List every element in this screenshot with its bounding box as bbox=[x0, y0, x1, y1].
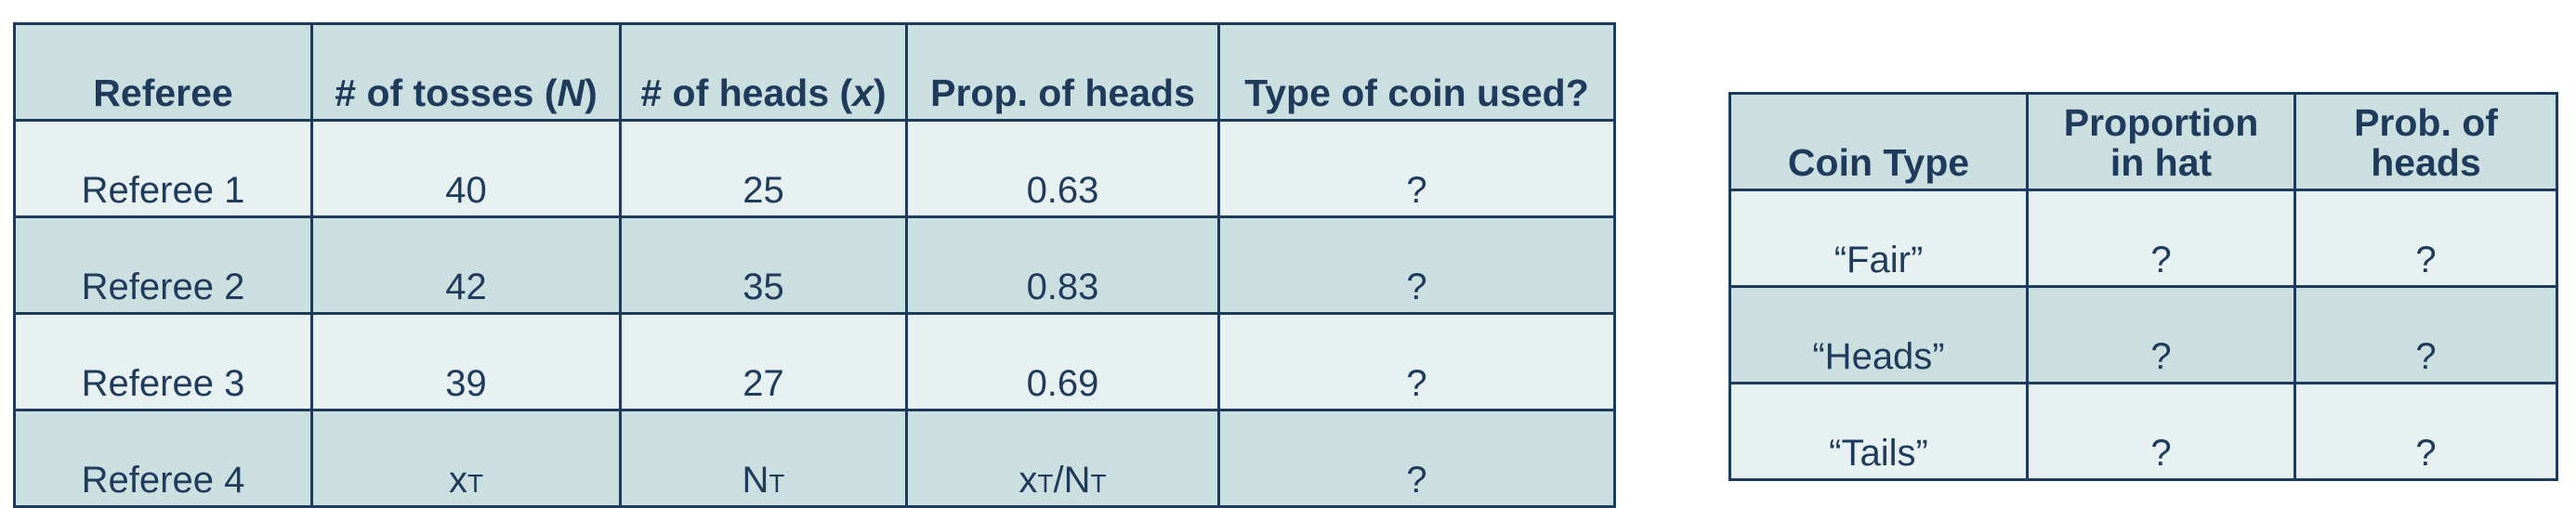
cell-prob: ? bbox=[2293, 382, 2558, 481]
cell-tosses: 39 bbox=[310, 312, 622, 411]
cell-referee: Referee 1 bbox=[13, 119, 313, 218]
cell-prop: 0.83 bbox=[905, 215, 1220, 315]
header-proportion-line1: Proportion bbox=[2063, 100, 2259, 144]
header-heads: # of heads (x) bbox=[619, 22, 908, 122]
header-type: Type of coin used? bbox=[1217, 22, 1616, 122]
header-heads-var: x bbox=[852, 71, 874, 114]
cell-tosses: xT bbox=[310, 409, 622, 508]
cell-proportion: ? bbox=[2026, 285, 2296, 384]
header-prob: Prob. of heads bbox=[2293, 92, 2558, 191]
table-row: “Tails” ? ? bbox=[1728, 382, 2558, 481]
cell-referee: Referee 4 bbox=[13, 409, 313, 508]
cell-coin-type: “Fair” bbox=[1728, 189, 2029, 288]
referee-header-row: Referee # of tosses (N) # of heads (x) P… bbox=[13, 22, 1616, 122]
header-tosses-prefix: # of tosses ( bbox=[335, 71, 558, 114]
coin-table: Coin Type Proportion in hat Prob. of heads… bbox=[1728, 92, 2558, 481]
cell-heads: 25 bbox=[619, 119, 908, 218]
header-prob-line2: heads bbox=[2371, 140, 2481, 184]
header-referee: Referee bbox=[13, 22, 313, 122]
referee-table: Referee # of tosses (N) # of heads (x) P… bbox=[13, 22, 1616, 508]
header-tosses-var: N bbox=[557, 71, 585, 114]
cell-coin-type: “Tails” bbox=[1728, 382, 2029, 481]
cell-type: ? bbox=[1217, 312, 1616, 411]
heads-base: N bbox=[742, 460, 769, 501]
header-tosses: # of tosses (N) bbox=[310, 22, 622, 122]
prop-num-sub: T bbox=[1037, 469, 1054, 498]
header-proportion-line2: in hat bbox=[2109, 140, 2213, 184]
cell-proportion: ? bbox=[2026, 189, 2296, 288]
table-row: “Fair” ? ? bbox=[1728, 189, 2558, 288]
cell-prop: 0.69 bbox=[905, 312, 1220, 411]
table-row: Referee 1 40 25 0.63 ? bbox=[13, 119, 1616, 218]
cell-prob: ? bbox=[2293, 285, 2558, 384]
prop-den-sub: T bbox=[1090, 469, 1107, 498]
cell-type: ? bbox=[1217, 119, 1616, 218]
table-row: Referee 4 xT NT xT/NT ? bbox=[13, 409, 1616, 508]
coin-header-row: Coin Type Proportion in hat Prob. of heads bbox=[1728, 92, 2558, 191]
cell-heads: 35 bbox=[619, 215, 908, 315]
cell-tosses: 40 bbox=[310, 119, 622, 218]
cell-heads: NT bbox=[619, 409, 908, 508]
header-tosses-suffix: ) bbox=[585, 71, 598, 114]
cell-heads: 27 bbox=[619, 312, 908, 411]
table-row: “Heads” ? ? bbox=[1728, 285, 2558, 384]
cell-type: ? bbox=[1217, 215, 1616, 315]
cell-referee: Referee 3 bbox=[13, 312, 313, 411]
cell-prob: ? bbox=[2293, 189, 2558, 288]
header-coin-type: Coin Type bbox=[1728, 92, 2029, 191]
prop-den-base: N bbox=[1063, 460, 1091, 501]
tosses-sub: T bbox=[467, 469, 484, 498]
header-prop: Prop. of heads bbox=[905, 22, 1220, 122]
header-proportion: Proportion in hat bbox=[2026, 92, 2296, 191]
table-row: Referee 3 39 27 0.69 ? bbox=[13, 312, 1616, 411]
cell-referee: Referee 2 bbox=[13, 215, 313, 315]
cell-type: ? bbox=[1217, 409, 1616, 508]
header-prob-line1: Prob. of bbox=[2354, 100, 2498, 144]
cell-coin-type: “Heads” bbox=[1728, 285, 2029, 384]
prop-num-base: x bbox=[1019, 460, 1038, 501]
cell-tosses: 42 bbox=[310, 215, 622, 315]
cell-prop: 0.63 bbox=[905, 119, 1220, 218]
table-row: Referee 2 42 35 0.83 ? bbox=[13, 215, 1616, 315]
header-heads-suffix: ) bbox=[873, 71, 887, 114]
cell-prop: xT/NT bbox=[905, 409, 1220, 508]
tosses-base: x bbox=[448, 460, 467, 501]
prop-slash: / bbox=[1053, 460, 1064, 501]
cell-proportion: ? bbox=[2026, 382, 2296, 481]
heads-sub: T bbox=[769, 469, 785, 498]
header-heads-prefix: # of heads ( bbox=[640, 71, 853, 114]
